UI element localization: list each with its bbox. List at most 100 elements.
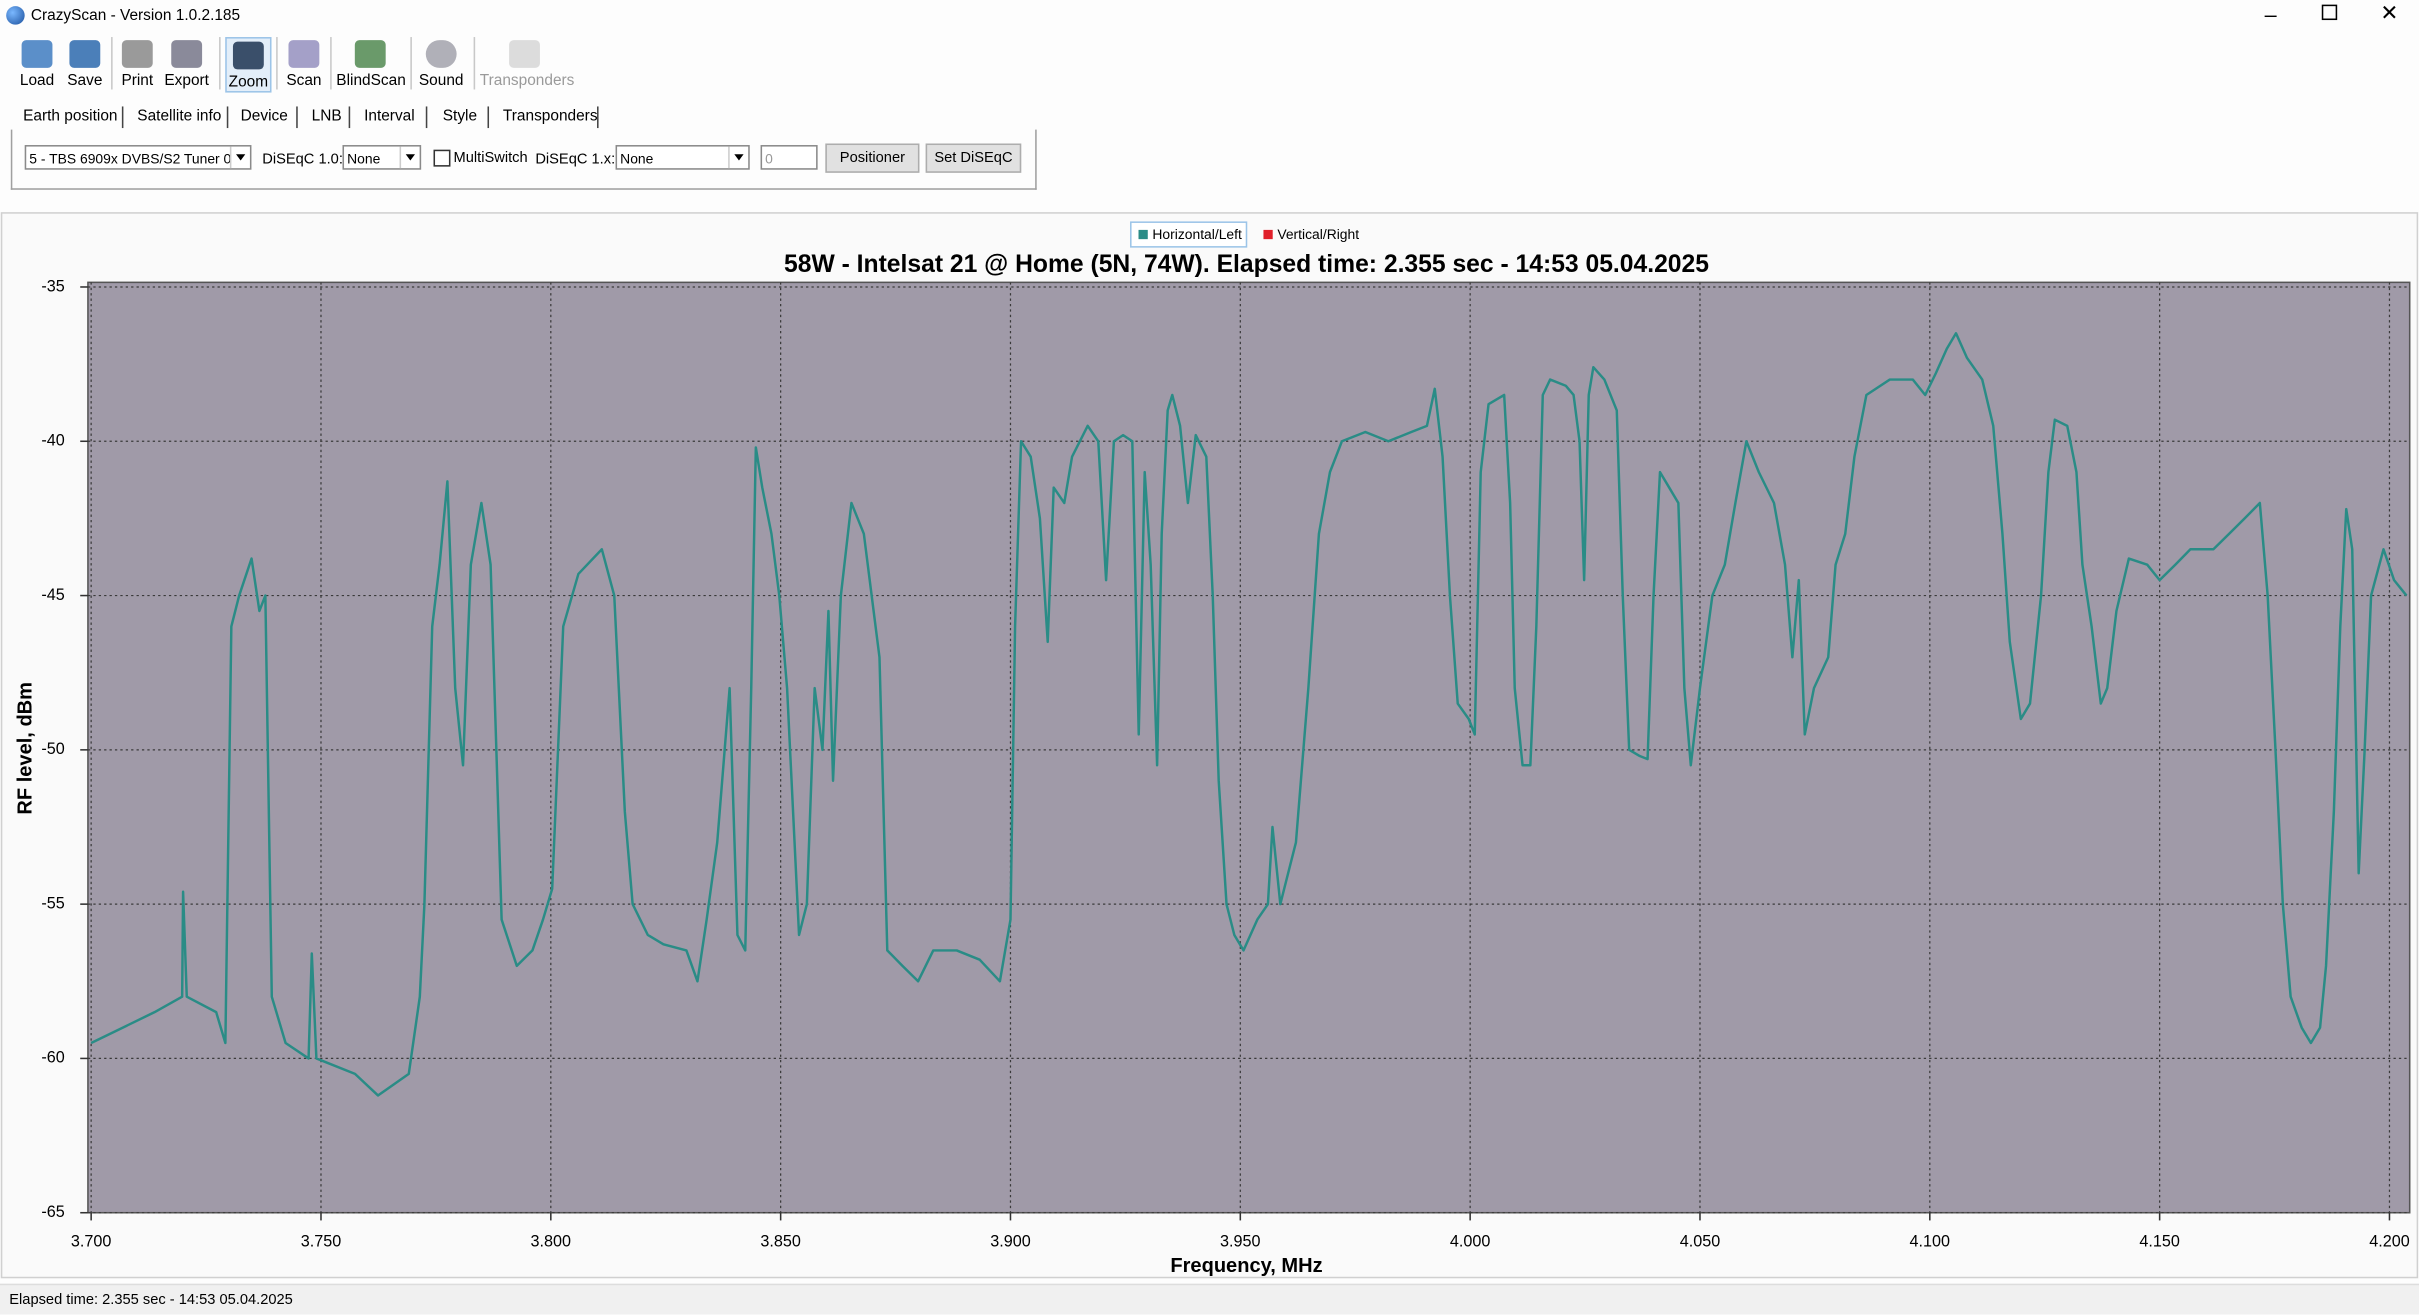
toolbar-label: Scan [286,72,322,90]
x-axis-label: Frequency, MHz [1170,1255,1322,1277]
separator [219,37,221,90]
x-tick-label: 4.150 [2139,1232,2180,1250]
toolbar-button[interactable]: Sound [417,37,466,93]
icon [121,40,153,68]
toolbar-label: Sound [418,72,464,90]
close-button[interactable]: ✕ [2380,0,2399,25]
diseqc1x-value: None [620,151,654,167]
restore-button[interactable] [2321,4,2338,21]
y-tick-label: -45 [41,586,64,604]
status-bar [0,1283,2419,1315]
minimize-button[interactable]: – [2264,1,2277,27]
spin-box[interactable]: 0 [760,145,818,170]
multiswitch-checkbox[interactable] [433,149,451,167]
toolbar-button[interactable]: Export [160,37,212,93]
app-icon [6,6,25,25]
diseqc1x-select[interactable]: None [615,145,750,170]
x-tick-label: 4.000 [1450,1232,1491,1250]
separator [348,106,351,129]
separator [276,37,278,90]
x-tick-label: 3.750 [301,1232,342,1250]
toolbar-button[interactable]: Scan [282,37,325,93]
y-tick-label: -65 [41,1203,64,1221]
legend-label: Horizontal/Left [1152,226,1242,242]
icon [288,40,320,68]
diseqc10-select[interactable]: None [342,145,422,170]
y-tick-label: -50 [41,740,64,758]
tuner-select[interactable]: 5 - TBS 6909x DVBS/S2 Tuner 0 [24,145,252,170]
tab[interactable]: Device [240,108,288,125]
toolbar-label: Transponders [479,72,575,90]
dropdown-arrow [399,146,420,169]
toolbar-button[interactable]: Print [117,37,157,93]
toolbar-label: Export [164,72,209,90]
device-panel [10,129,1037,190]
icon [354,40,386,68]
tab[interactable]: Earth position [23,108,118,125]
chart: 58W - Intelsat 21 @ Home (5N, 74W). Elap… [0,212,2419,1279]
toolbar-button[interactable]: Load [15,37,58,93]
x-tick-label: 3.800 [531,1232,572,1250]
legend-swatch [1138,229,1148,240]
diseqc1x-label: DiSEqC 1.x: [535,151,616,169]
separator [121,106,124,129]
separator [410,37,412,90]
icon [69,40,101,68]
icon [425,40,457,68]
separator [296,106,298,129]
dropdown-arrow [229,146,250,169]
icon [232,41,264,70]
x-tick-label: 4.200 [2369,1232,2410,1250]
toolbar-button[interactable]: BlindScan [336,37,406,93]
x-tick-label: 4.100 [1910,1232,1951,1250]
separator [111,37,113,90]
y-tick-label: -60 [41,1049,64,1067]
x-tick-label: 3.700 [71,1232,112,1250]
tab[interactable]: Style [442,108,478,125]
separator [473,37,476,90]
tuner-value: 5 - TBS 6909x DVBS/S2 Tuner 0 [29,151,232,167]
icon [171,40,203,68]
separator [226,106,229,129]
x-tick-label: 3.850 [760,1232,801,1250]
toolbar-label: Zoom [228,74,269,92]
separator [425,106,428,129]
diseqc10-label: DiSEqC 1.0: [262,151,343,169]
toolbar-label: Load [19,72,55,90]
toolbar-label: Print [121,72,154,90]
y-tick-label: -40 [41,432,64,450]
dropdown-arrow [728,146,748,169]
x-tick-label: 4.050 [1680,1232,1721,1250]
tab[interactable]: LNB [311,108,342,125]
window-title: CrazyScan - Version 1.0.2.185 [30,7,241,25]
toolbar-label: Save [67,72,103,90]
x-tick-label: 3.950 [1220,1232,1261,1250]
legend-label: Vertical/Right [1277,226,1359,242]
x-tick-label: 3.900 [990,1232,1031,1250]
toolbar-label: BlindScan [336,72,406,90]
separator [487,106,490,129]
toolbar-button[interactable]: Transponders [480,37,574,93]
tab[interactable]: Transponders [502,108,598,125]
legend-box [1130,221,1248,248]
y-tick-label: -35 [41,277,64,295]
icon [21,40,53,68]
y-axis-label: RF level, dBm [15,682,37,815]
plot-area [87,281,2411,1214]
tab[interactable]: Satellite info [137,108,222,125]
diseqc10-value: None [347,151,381,167]
tab[interactable]: Interval [364,108,415,125]
separator [597,106,599,129]
spin-value: 0 [765,151,773,167]
multiswitch-label: MultiSwitch [453,149,528,167]
y-tick-label: -55 [41,894,64,912]
positioner-button[interactable]: Positioner [825,143,920,173]
toolbar-button[interactable]: Save [63,37,106,93]
set-diseqc-button[interactable]: Set DiSEqC [925,143,1022,173]
legend: Horizontal/Left Vertical/Right [1130,221,1359,248]
separator [330,37,332,90]
toolbar-button[interactable]: Zoom [225,37,272,93]
chart-title: 58W - Intelsat 21 @ Home (5N, 74W). Elap… [784,251,1709,278]
